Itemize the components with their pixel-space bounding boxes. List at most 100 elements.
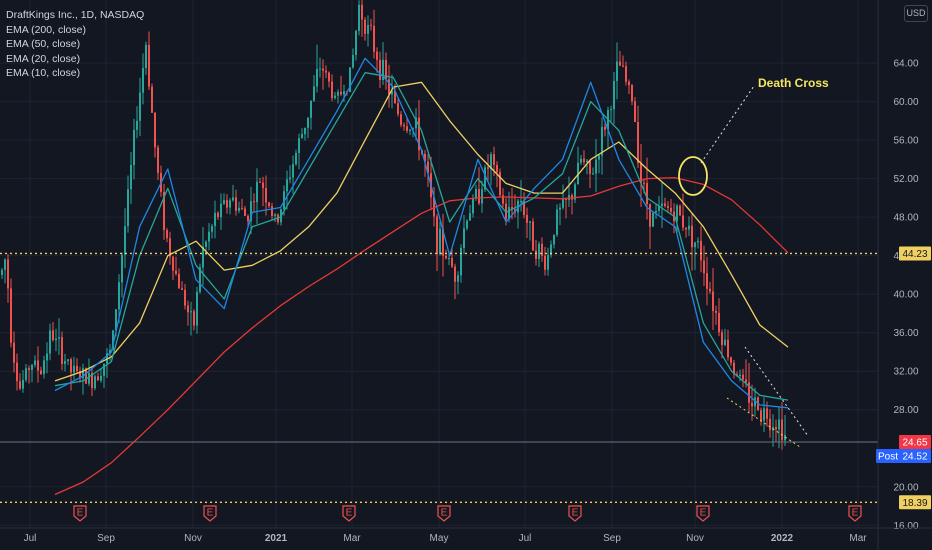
death-cross-pointer — [700, 85, 755, 164]
x-tick-label: Jul — [24, 533, 37, 544]
candle — [637, 105, 639, 169]
candle — [385, 52, 387, 90]
candle — [157, 145, 159, 181]
candle — [61, 331, 63, 371]
candle — [286, 170, 288, 210]
legend-ema-200[interactable]: EMA (200, close) — [6, 23, 86, 36]
candle — [646, 157, 648, 220]
earnings-marker-label: E — [572, 508, 579, 519]
candle — [631, 84, 633, 105]
candle — [598, 154, 600, 174]
price-axis[interactable]: 64.0060.0056.0052.0048.0044.0040.0036.00… — [876, 0, 932, 550]
candle — [652, 211, 654, 227]
candle — [451, 247, 453, 269]
candle — [211, 223, 213, 239]
candle — [265, 175, 267, 216]
candle — [58, 318, 60, 355]
candle — [700, 226, 702, 273]
candle — [685, 227, 687, 238]
candle — [127, 175, 129, 233]
x-tick-label: Nov — [686, 533, 704, 544]
candle — [25, 363, 27, 383]
candle — [229, 198, 231, 215]
candle — [679, 204, 681, 217]
earnings-marker-2[interactable]: E — [342, 505, 356, 522]
candle — [64, 353, 66, 372]
candle — [616, 42, 618, 100]
candle — [226, 194, 228, 214]
y-tick-label: 52.00 — [893, 174, 918, 185]
candle — [628, 79, 630, 95]
candle — [550, 240, 552, 258]
candle — [214, 200, 216, 239]
candle — [190, 301, 192, 336]
candle — [457, 271, 459, 295]
candle — [706, 256, 708, 306]
candle — [223, 193, 225, 206]
candle — [70, 357, 72, 391]
ema-line-2 — [54, 72, 789, 401]
candle — [250, 186, 252, 235]
candle — [721, 329, 723, 359]
candle — [418, 100, 420, 161]
candle — [82, 363, 84, 395]
candle — [466, 219, 468, 231]
candle — [388, 64, 390, 108]
earnings-marker-1[interactable]: E — [203, 505, 217, 522]
candle — [238, 201, 240, 214]
candle — [403, 122, 405, 131]
candle — [193, 309, 195, 331]
candle — [187, 300, 189, 326]
candle — [730, 356, 732, 367]
candle — [370, 18, 372, 31]
candle — [361, 0, 363, 37]
candle — [610, 105, 612, 122]
candle — [691, 213, 693, 271]
candle — [601, 117, 603, 175]
candle — [463, 214, 465, 255]
candle — [727, 329, 729, 361]
earnings-marker-label: E — [441, 508, 448, 519]
candle — [232, 184, 234, 202]
candle — [274, 213, 276, 222]
candle — [541, 237, 543, 262]
candle — [712, 268, 714, 331]
candle — [208, 222, 210, 251]
x-tick-label: Mar — [343, 533, 361, 544]
candle — [586, 158, 588, 175]
candle — [298, 133, 300, 170]
candle — [436, 214, 438, 271]
plot-area[interactable] — [1, 0, 789, 496]
candle — [391, 74, 393, 109]
candle — [667, 201, 669, 213]
y-tick-label: 16.00 — [893, 521, 918, 532]
earnings-marker-3[interactable]: E — [437, 505, 451, 522]
time-axis[interactable]: Jul Sep Nov 2021 Mar May Jul Sep Nov 2022 Mar E E E E E… — [0, 505, 932, 544]
candle — [88, 358, 90, 387]
symbol-title[interactable]: DraftKings Inc., 1D, NASDAQ — [6, 9, 145, 21]
post-tag-badge — [876, 449, 900, 464]
earnings-marker-4[interactable]: E — [568, 505, 582, 522]
earnings-marker-6[interactable]: E — [848, 505, 862, 522]
candle — [718, 298, 720, 337]
legend-ema-10[interactable]: EMA (10, close) — [6, 67, 81, 79]
earnings-marker-label: E — [700, 508, 707, 519]
legend-ema-20[interactable]: EMA (20, close) — [6, 52, 81, 65]
candle — [145, 41, 147, 75]
currency-badge[interactable]: USD — [904, 5, 928, 22]
x-tick-label: Nov — [184, 533, 202, 544]
earnings-marker-0[interactable]: E — [73, 505, 87, 522]
candle — [559, 203, 561, 226]
candle — [271, 202, 273, 220]
death-cross-circle — [678, 156, 708, 196]
earnings-marker-5[interactable]: E — [696, 505, 710, 522]
candle — [661, 182, 663, 228]
candle — [199, 263, 201, 294]
candle — [37, 346, 39, 383]
candle — [784, 414, 786, 446]
last-price-badge — [899, 435, 931, 450]
legend-ema-50[interactable]: EMA (50, close) — [6, 38, 81, 50]
y-tick-label: 36.00 — [893, 328, 918, 339]
candle — [103, 363, 105, 388]
